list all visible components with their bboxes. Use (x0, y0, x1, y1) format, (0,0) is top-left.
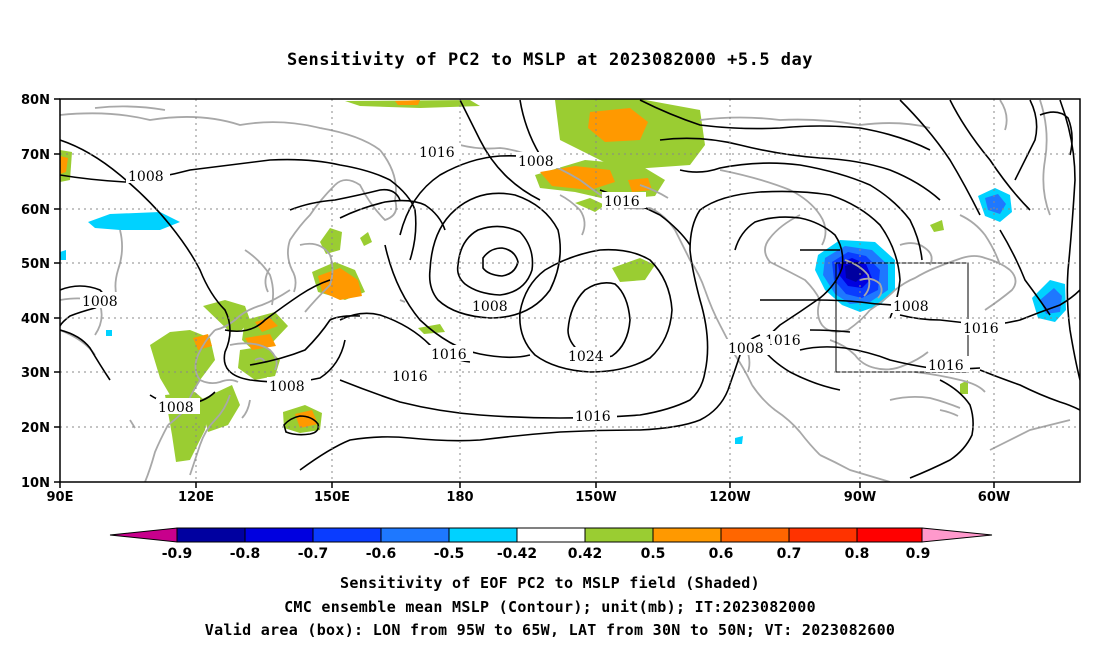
contour-label: 1016 (392, 369, 428, 385)
colorbar-label: 0.7 (777, 546, 802, 562)
latitude-labels: 80N 70N 60N 50N 40N 30N 20N 10N (21, 93, 50, 491)
colorbar-high-triangle (921, 527, 993, 543)
contour-label: 1008 (893, 299, 929, 315)
lat-label: 70N (21, 148, 50, 163)
contour-label: 1016 (431, 347, 467, 363)
orange-sensitivity-shading (60, 100, 652, 428)
colorbar-label: -0.42 (497, 546, 537, 562)
plot-area: 1008 1016 1008 1016 1008 1016 1016 1024 … (60, 99, 1080, 482)
lat-label: 80N (21, 93, 50, 108)
mslp-contours (60, 99, 1080, 479)
contour-label: 1008 (728, 341, 764, 357)
lat-label: 40N (21, 312, 50, 327)
lon-label: 90W (844, 490, 876, 505)
colorbar-swatch (720, 527, 790, 543)
contour-label: 1016 (419, 145, 455, 161)
colorbar-label: 0.8 (845, 546, 870, 562)
contour-label: 1016 (963, 321, 999, 337)
lat-lon-grid (60, 99, 1080, 482)
contour-labels: 1008 1016 1008 1016 1008 1016 1016 1024 … (80, 143, 1005, 425)
contour-label: 1008 (158, 400, 194, 416)
colorbar-swatch (652, 527, 722, 543)
lat-label: 50N (21, 257, 50, 272)
lon-label: 90E (47, 490, 74, 505)
colorbar-swatch (516, 527, 586, 543)
lat-label: 20N (21, 421, 50, 436)
colorbar-swatch (380, 527, 450, 543)
colorbar-label: -0.9 (162, 546, 193, 562)
colorbar-swatch (312, 527, 382, 543)
colorbar-swatch (788, 527, 858, 543)
contour-label: 1008 (269, 379, 305, 395)
coastlines (60, 99, 1071, 482)
colorbar-swatch (176, 527, 246, 543)
colorbar-swatch (856, 527, 923, 543)
plot-frame (59, 98, 1081, 483)
contour-label: 1016 (604, 194, 640, 210)
contour-label: 1008 (128, 169, 164, 185)
contour-label: 1016 (928, 358, 964, 374)
colorbar-label: 0.6 (709, 546, 734, 562)
contour-label: 1024 (568, 349, 604, 365)
contour-label: 1016 (765, 333, 801, 349)
lon-label: 150E (314, 490, 350, 505)
colorbar-swatch (244, 527, 314, 543)
caption-line-3: Valid area (box): LON from 95W to 65W, L… (204, 621, 896, 639)
colorbar-label: -0.6 (366, 546, 397, 562)
lon-label: 120W (709, 490, 750, 505)
contour-label: 1016 (575, 409, 611, 425)
lon-label: 60W (978, 490, 1010, 505)
contour-label: 1008 (82, 294, 118, 310)
lon-label: 180 (446, 490, 473, 505)
colorbar-low-triangle (109, 527, 178, 543)
lon-label: 120E (178, 490, 214, 505)
contour-label: 1008 (472, 299, 508, 315)
colorbar-label: 0.42 (568, 546, 603, 562)
lat-label: 60N (21, 203, 50, 218)
colorbar-label: 0.5 (641, 546, 666, 562)
colorbar-labels: -0.9 -0.8 -0.7 -0.6 -0.5 -0.42 0.42 0.5 … (162, 546, 931, 562)
colorbar-swatch (584, 527, 654, 543)
caption-line-1: Sensitivity of EOF PC2 to MSLP field (Sh… (340, 574, 760, 592)
longitude-labels: 90E 120E 150E 180 150W 120W 90W 60W (47, 490, 1011, 505)
lon-label: 150W (575, 490, 616, 505)
map-title: Sensitivity of PC2 to MSLP at 2023082000… (286, 50, 813, 70)
colorbar-label: -0.8 (230, 546, 261, 562)
caption-line-2: CMC ensemble mean MSLP (Contour); unit(m… (284, 598, 816, 616)
colorbar-label: -0.7 (298, 546, 329, 562)
axis-ticks (54, 98, 995, 488)
colorbar-label: 0.9 (906, 546, 931, 562)
contour-label: 1008 (518, 154, 554, 170)
colorbar-swatch (448, 527, 518, 543)
colorbar (109, 527, 993, 543)
lat-label: 30N (21, 366, 50, 381)
colorbar-label: -0.5 (434, 546, 465, 562)
lat-label: 10N (21, 476, 50, 491)
